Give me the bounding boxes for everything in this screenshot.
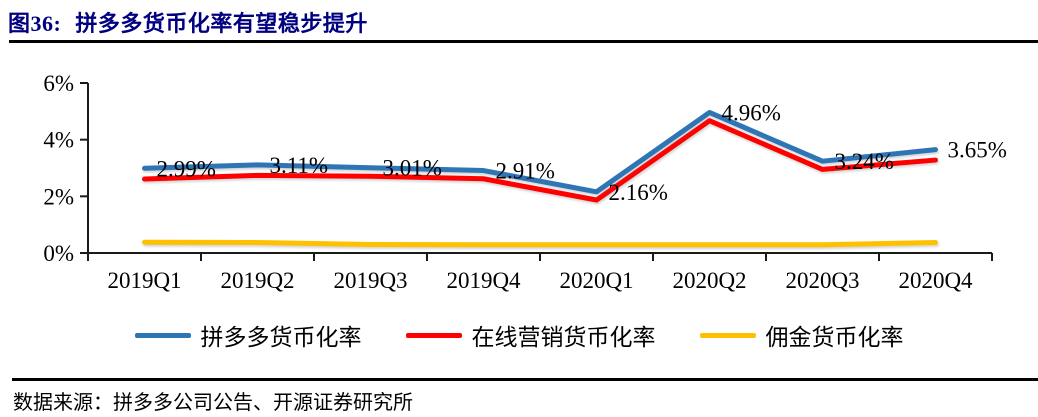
legend-label: 在线营销货币化率 — [471, 325, 656, 350]
legend-line-swatch-red — [405, 332, 462, 338]
y-axis-label: 6% — [43, 71, 74, 96]
monetization-line-chart: 0% 2% 4% 6% 2019Q1 2019Q2 2019Q3 2019Q4 2020Q1 20… — [43, 71, 1007, 293]
y-axis-label: 0% — [43, 241, 74, 266]
series-line-佣金货币化率 — [142, 239, 938, 248]
legend-label: 佣金货币化率 — [765, 325, 904, 350]
series-line-拼多多货币化率 — [142, 109, 938, 195]
x-axis-label: 2019Q1 — [107, 268, 181, 293]
series-line-在线营销货币化率 — [142, 118, 938, 203]
data-point-label: 2.99% — [157, 156, 216, 181]
figure-title: 图36: 拼多多货币化率有望稳步提升 — [8, 6, 368, 38]
bottom-divider — [12, 378, 1038, 381]
data-source-text: 数据来源：拼多多公司公告、开源证券研究所 — [13, 392, 413, 414]
data-point-label: 3.65% — [948, 138, 1007, 163]
x-axis-label: 2020Q2 — [672, 268, 746, 293]
x-axis-label: 2019Q3 — [333, 268, 407, 293]
data-point-label: 4.96% — [722, 100, 781, 125]
title-divider — [9, 40, 1038, 43]
legend-label: 拼多多货币化率 — [200, 325, 362, 350]
legend-item-commission: 佣金货币化率 — [699, 318, 904, 352]
figure-number: 图36: — [8, 11, 62, 36]
x-axis-label: 2020Q4 — [898, 268, 973, 293]
data-point-label: 3.01% — [383, 156, 442, 181]
x-axis-label: 2020Q3 — [785, 268, 859, 293]
data-point-label: 3.11% — [270, 153, 329, 178]
x-axis-label: 2020Q1 — [559, 268, 633, 293]
x-axis-label: 2019Q2 — [220, 268, 294, 293]
legend-item-online-marketing: 在线营销货币化率 — [405, 318, 656, 352]
y-axis-label: 2% — [43, 184, 74, 209]
x-axis-label: 2019Q4 — [446, 268, 521, 293]
data-point-label: 3.24% — [835, 149, 894, 174]
legend-line-swatch-blue — [134, 332, 191, 338]
y-axis-label: 4% — [43, 128, 74, 153]
data-point-label: 2.16% — [609, 180, 668, 205]
chart-legend: 拼多多货币化率 在线营销货币化率 佣金货币化率 — [0, 318, 1038, 352]
data-point-label: 2.91% — [496, 159, 555, 184]
legend-line-swatch-yellow — [699, 332, 756, 338]
figure-title-text: 拼多多货币化率有望稳步提升 — [75, 11, 368, 36]
legend-item-total: 拼多多货币化率 — [134, 318, 362, 352]
